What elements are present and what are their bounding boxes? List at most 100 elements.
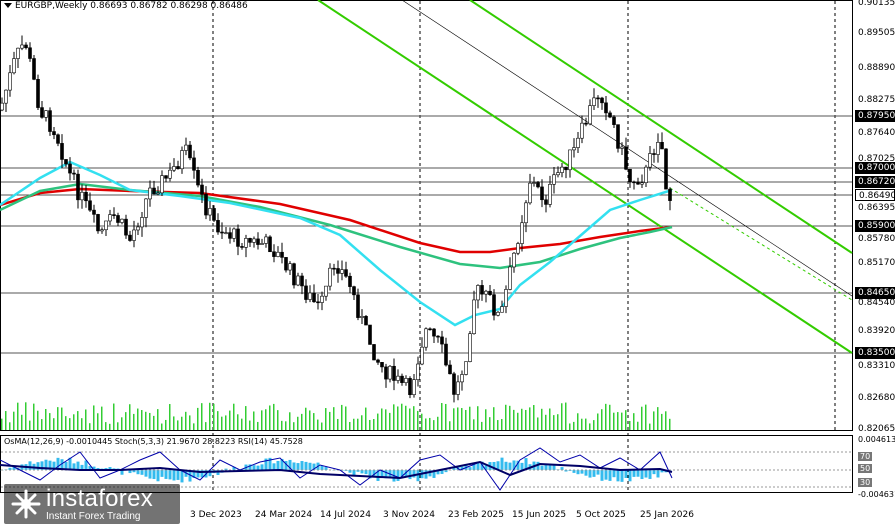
osma-bar	[640, 470, 644, 480]
candle-body	[636, 181, 640, 185]
candle-body	[156, 192, 160, 195]
osma-bar	[92, 466, 96, 470]
candle-body	[436, 335, 440, 338]
candle-body	[596, 97, 600, 100]
osma-bar	[180, 470, 184, 483]
osc-tick: 50	[858, 464, 873, 473]
volume-bar	[109, 423, 111, 430]
price-level-label: 0.87000	[855, 162, 895, 174]
volume-bar	[357, 418, 359, 430]
candle-body	[480, 285, 484, 295]
volume-bar	[277, 410, 279, 430]
osma-bar	[652, 470, 656, 475]
volume-bar	[433, 420, 435, 430]
osma-bar	[188, 470, 192, 482]
volume-bar	[493, 407, 495, 430]
osma-bar	[280, 458, 284, 470]
volume-bar	[297, 416, 299, 430]
osma-bar	[264, 458, 268, 470]
candle-body	[192, 157, 196, 171]
candle-body	[340, 269, 344, 274]
volume-bar	[393, 404, 395, 430]
osma-bar	[364, 470, 368, 475]
volume-bar	[21, 414, 23, 430]
osma-bar	[372, 470, 376, 478]
osma-bar	[48, 460, 52, 470]
volume-bar	[265, 409, 267, 430]
volume-bar	[585, 418, 587, 430]
volume-bar	[369, 419, 371, 430]
osma-bar	[572, 470, 576, 473]
volume-bar	[205, 422, 207, 430]
volume-bar	[421, 413, 423, 430]
volume-bar	[453, 408, 455, 430]
candle-body	[276, 251, 280, 257]
osma-bar	[596, 470, 600, 475]
volume-bar	[45, 409, 47, 430]
volume-bar	[349, 421, 351, 430]
volume-bar	[93, 405, 95, 430]
candle-body	[520, 222, 524, 244]
volume-bar	[669, 418, 671, 430]
volume-bar	[517, 412, 519, 430]
osma-bar	[416, 470, 420, 482]
candle-body	[488, 290, 492, 295]
volume-bar	[569, 423, 571, 430]
price-tick: 0.90135	[858, 0, 895, 8]
volume-bar	[89, 423, 91, 430]
volume-bar	[237, 414, 239, 430]
time-tick: 3 Dec 2023	[190, 510, 242, 520]
price-tick: 0.82680	[858, 393, 895, 403]
osma-bar	[324, 466, 328, 470]
volume-bar	[633, 413, 635, 430]
volume-bar	[417, 410, 419, 430]
candle-body	[232, 228, 236, 239]
volume-bar	[249, 420, 251, 430]
collapse-triangle-icon[interactable]	[4, 3, 12, 8]
osma-bar	[500, 457, 504, 470]
level-lines	[1, 115, 852, 354]
osma-bar	[484, 465, 488, 470]
price-tick: 0.85780	[858, 234, 895, 244]
volume-bar	[193, 423, 195, 430]
volume-bar	[621, 412, 623, 430]
osma-bar	[552, 464, 556, 470]
candle-body	[540, 186, 544, 201]
osma-bar	[300, 461, 304, 470]
candle-body	[336, 268, 340, 274]
candle-body	[652, 153, 656, 155]
volume-bar	[313, 413, 315, 430]
candle-body	[40, 107, 44, 118]
osma-bar	[360, 470, 364, 474]
candle-body	[44, 110, 48, 118]
volume-bar	[305, 407, 307, 430]
osma-bar	[428, 470, 432, 477]
volume-bar	[241, 418, 243, 430]
osma-bar	[600, 470, 604, 481]
volume-bar	[625, 410, 627, 430]
price-level-label: 0.86720	[855, 176, 895, 188]
volume-bar	[121, 417, 123, 430]
current-price-label: 0.86490	[855, 189, 895, 201]
candle-body	[452, 373, 456, 395]
osma-bar	[296, 463, 300, 470]
volume-bar	[661, 413, 663, 430]
time-tick: 25 Jan 2026	[640, 510, 694, 520]
candle-body	[272, 251, 276, 257]
candle-body	[616, 124, 620, 149]
volume-bar	[289, 412, 291, 430]
volume-bar	[645, 404, 647, 430]
volume-bar	[525, 409, 527, 430]
candle-body	[4, 89, 8, 104]
osma-bar	[272, 463, 276, 470]
osma-bar	[108, 467, 112, 470]
candle-body	[568, 149, 572, 171]
logo-tagline: Instant Forex Trading	[46, 511, 141, 522]
oscillator-title: OsMA(12,26,9) -0.0010445 Stoch(5,3,3) 21…	[4, 437, 303, 446]
volume-bar	[365, 407, 367, 430]
volume-bar	[589, 423, 591, 430]
candle-body	[96, 214, 100, 232]
osma-bar	[520, 462, 524, 470]
osma-bar	[132, 470, 136, 473]
